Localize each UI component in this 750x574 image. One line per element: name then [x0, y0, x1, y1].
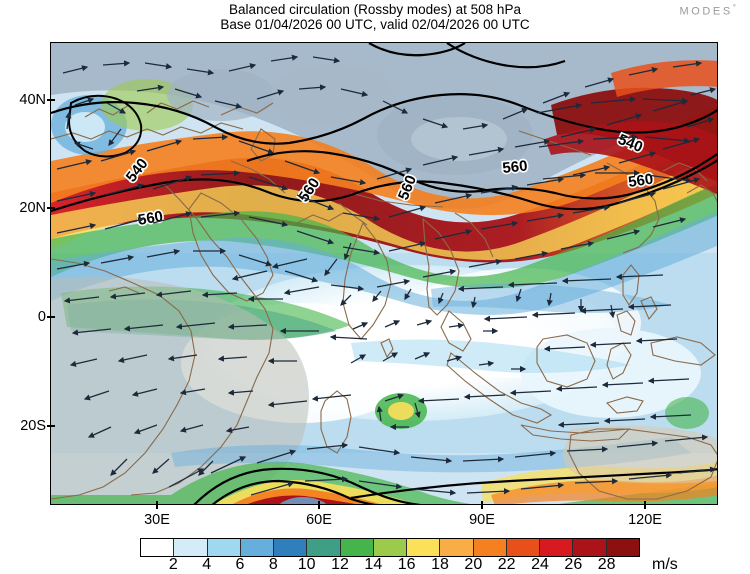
xlabel-30e: 30E [144, 512, 170, 528]
map-canvas: 540 560 560 560 560 560 540 [51, 43, 717, 504]
brand-sup: ° [732, 3, 736, 12]
coastlines [51, 100, 717, 500]
colorbar-tick-8: 8 [268, 556, 278, 573]
map-svg: 540 560 560 560 560 560 540 [51, 43, 717, 504]
colorbar-tick-16: 16 [397, 556, 416, 573]
colorbar-segment-0 [141, 539, 175, 556]
colorbar-tick-2: 2 [168, 556, 178, 573]
colorbar-segment-14 [606, 539, 639, 556]
ylabel-0: 0 [37, 309, 46, 325]
colorbar-segment-4 [274, 539, 308, 556]
ylabel-20n: 20N [19, 200, 46, 216]
colorbar-tick-28: 28 [597, 556, 616, 573]
colorbar-tick-24: 24 [531, 556, 549, 573]
colorbar-tick-6: 6 [235, 556, 245, 573]
colorbar-tick-18: 18 [431, 556, 449, 573]
colorbar-unit: m/s [652, 556, 678, 573]
colorbar-segment-12 [540, 539, 574, 556]
brand-text: MODES [679, 5, 733, 18]
modes-logo: MODES° [679, 3, 736, 18]
colorbar-segment-9 [440, 539, 474, 556]
colorbar-tick-22: 22 [497, 556, 516, 573]
svg-text:560: 560 [627, 171, 654, 191]
colorbar-segment-13 [573, 539, 607, 556]
map-plot-area[interactable]: 540 560 560 560 560 560 540 [50, 42, 718, 505]
xlabel-120e: 120E [628, 512, 662, 528]
colorbar-segment-11 [506, 539, 541, 556]
colorbar-segment-2 [207, 539, 241, 556]
svg-text:560: 560 [502, 157, 529, 177]
xlabel-60e: 60E [306, 512, 332, 528]
colorbar-segment-5 [307, 539, 341, 556]
colorbar-tick-20: 20 [464, 556, 483, 573]
colorbar-tick-14: 14 [364, 556, 383, 573]
colorbar-segment-7 [373, 539, 408, 556]
colorbar-tick-10: 10 [297, 556, 316, 573]
colorbar-tick-12: 12 [331, 556, 349, 573]
wind-vectors [56, 54, 717, 496]
xlabel-90e: 90E [469, 512, 495, 528]
colorbar-segment-1 [174, 539, 208, 556]
colorbar-tick-26: 26 [564, 556, 583, 573]
page-subtitle: Base 01/04/2026 00 UTC, valid 02/04/2026… [220, 17, 530, 32]
colorbar-tick-4: 4 [202, 556, 212, 573]
ylabel-20s: 20S [20, 418, 46, 434]
colorbar-segment-8 [407, 539, 441, 556]
ylabel-40n: 40N [19, 92, 46, 108]
colorbar[interactable] [140, 538, 640, 557]
page-title: Balanced circulation (Rossby modes) at 5… [229, 2, 521, 17]
title-block: Balanced circulation (Rossby modes) at 5… [0, 0, 750, 32]
colorbar-segment-10 [473, 539, 507, 556]
colorbar-segment-6 [340, 539, 374, 556]
colorbar-segment-3 [240, 539, 275, 556]
